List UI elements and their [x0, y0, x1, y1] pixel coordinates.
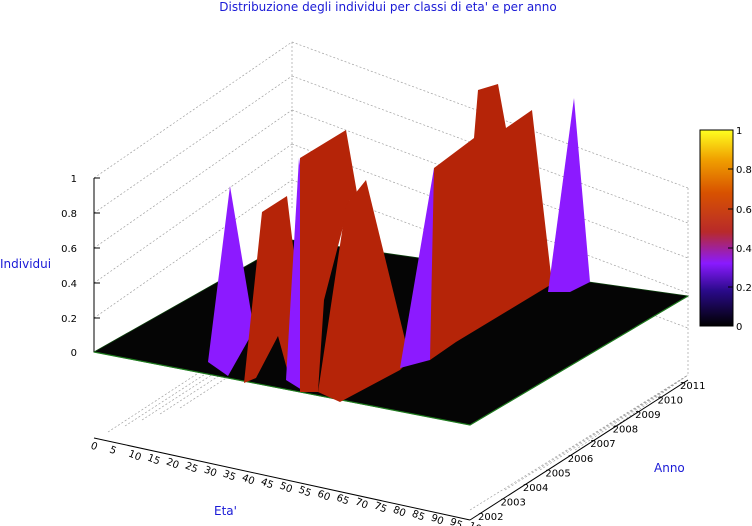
chart-title: Distribuzione degli individui per classi…	[219, 0, 556, 14]
surface-floor-edge	[93, 295, 689, 426]
x-tick-label: 55	[297, 485, 313, 500]
x-tick-label: 45	[259, 477, 275, 492]
x-tick-label: 50	[278, 481, 294, 496]
x-tick-label: 10	[127, 449, 143, 464]
x-tick-label: 65	[335, 493, 351, 508]
y-tick-label: 2002	[478, 512, 503, 523]
colorbox-tick-labels: 1 0.8 0.6 0.4 0.2 0	[736, 126, 752, 333]
x-tick-label: 30	[202, 465, 218, 480]
colorbox-tick-label: 0.6	[736, 205, 752, 216]
z-tick-label: 0.6	[61, 244, 77, 255]
y-tick-label: 2009	[635, 410, 660, 421]
surface-peaks	[208, 84, 590, 402]
x-tick-label: 40	[240, 473, 256, 488]
surface-peak	[318, 180, 410, 402]
y-tick-label: 2005	[545, 468, 570, 479]
x-tick-label: 15	[146, 453, 162, 468]
z-tick-label: 0.2	[61, 314, 77, 325]
z-tick-label: 0.8	[61, 209, 77, 220]
x-tick-label: 60	[316, 489, 332, 504]
x-tick-label: 20	[164, 457, 180, 472]
x-tick-label: 35	[221, 469, 237, 484]
x-tick-label: 90	[429, 513, 445, 526]
z-tick-label: 1	[71, 174, 77, 185]
x-tick-label: 95	[448, 517, 464, 526]
colorbox-tick-label: 0.8	[736, 165, 752, 176]
x-tick-label: 100	[467, 521, 489, 526]
colorbox-ticks	[728, 129, 733, 327]
colorbox-tick-label: 1	[736, 126, 742, 137]
surface-peak	[430, 84, 552, 360]
x-tick-label: 75	[372, 501, 388, 516]
y-tick-label: 2004	[523, 483, 548, 494]
y-tick-labels: 2002 2003 2004 2005 2006 2007 2008 2009 2010 2011	[478, 381, 705, 523]
surface-peak	[548, 98, 590, 292]
x-tick-label: 25	[183, 461, 199, 476]
x-axis-line	[93, 437, 471, 521]
x-tick-label: 80	[391, 505, 407, 520]
y-axis-label: Anno	[654, 461, 685, 475]
x-tick-label: 0	[89, 441, 99, 454]
y-tick-label: 2010	[658, 396, 683, 407]
y-axis-line	[469, 379, 689, 521]
x-tick-label: 5	[108, 445, 118, 458]
y-tick-label: 2007	[590, 439, 615, 450]
x-tick-label: 85	[410, 509, 426, 524]
x-axis-label: Eta'	[214, 504, 237, 518]
colorbox	[699, 129, 734, 327]
y-tick-label: 2008	[613, 425, 638, 436]
z-tick-label: 0.4	[61, 279, 77, 290]
surface-peak	[208, 186, 254, 376]
surface-peak	[300, 130, 360, 392]
z-tick-label: 0	[71, 348, 77, 359]
z-axis-label: Individui	[0, 257, 51, 271]
colorbox-tick-label: 0	[736, 322, 742, 333]
y-tick-label: 2003	[500, 497, 525, 508]
x-tick-label: 70	[353, 497, 369, 512]
x-tick-labels: 05 10152025303540455055606570758085909510…	[89, 441, 489, 526]
y-tick-label: 2006	[568, 454, 593, 465]
colorbox-tick-label: 0.4	[736, 244, 752, 255]
z-tick-labels: 1 0.8 0.6 0.4 0.2 0	[61, 174, 77, 359]
z-axis-ticks	[94, 177, 100, 353]
colorbox-tick-label: 0.2	[736, 283, 752, 294]
y-tick-label: 2011	[680, 381, 705, 392]
